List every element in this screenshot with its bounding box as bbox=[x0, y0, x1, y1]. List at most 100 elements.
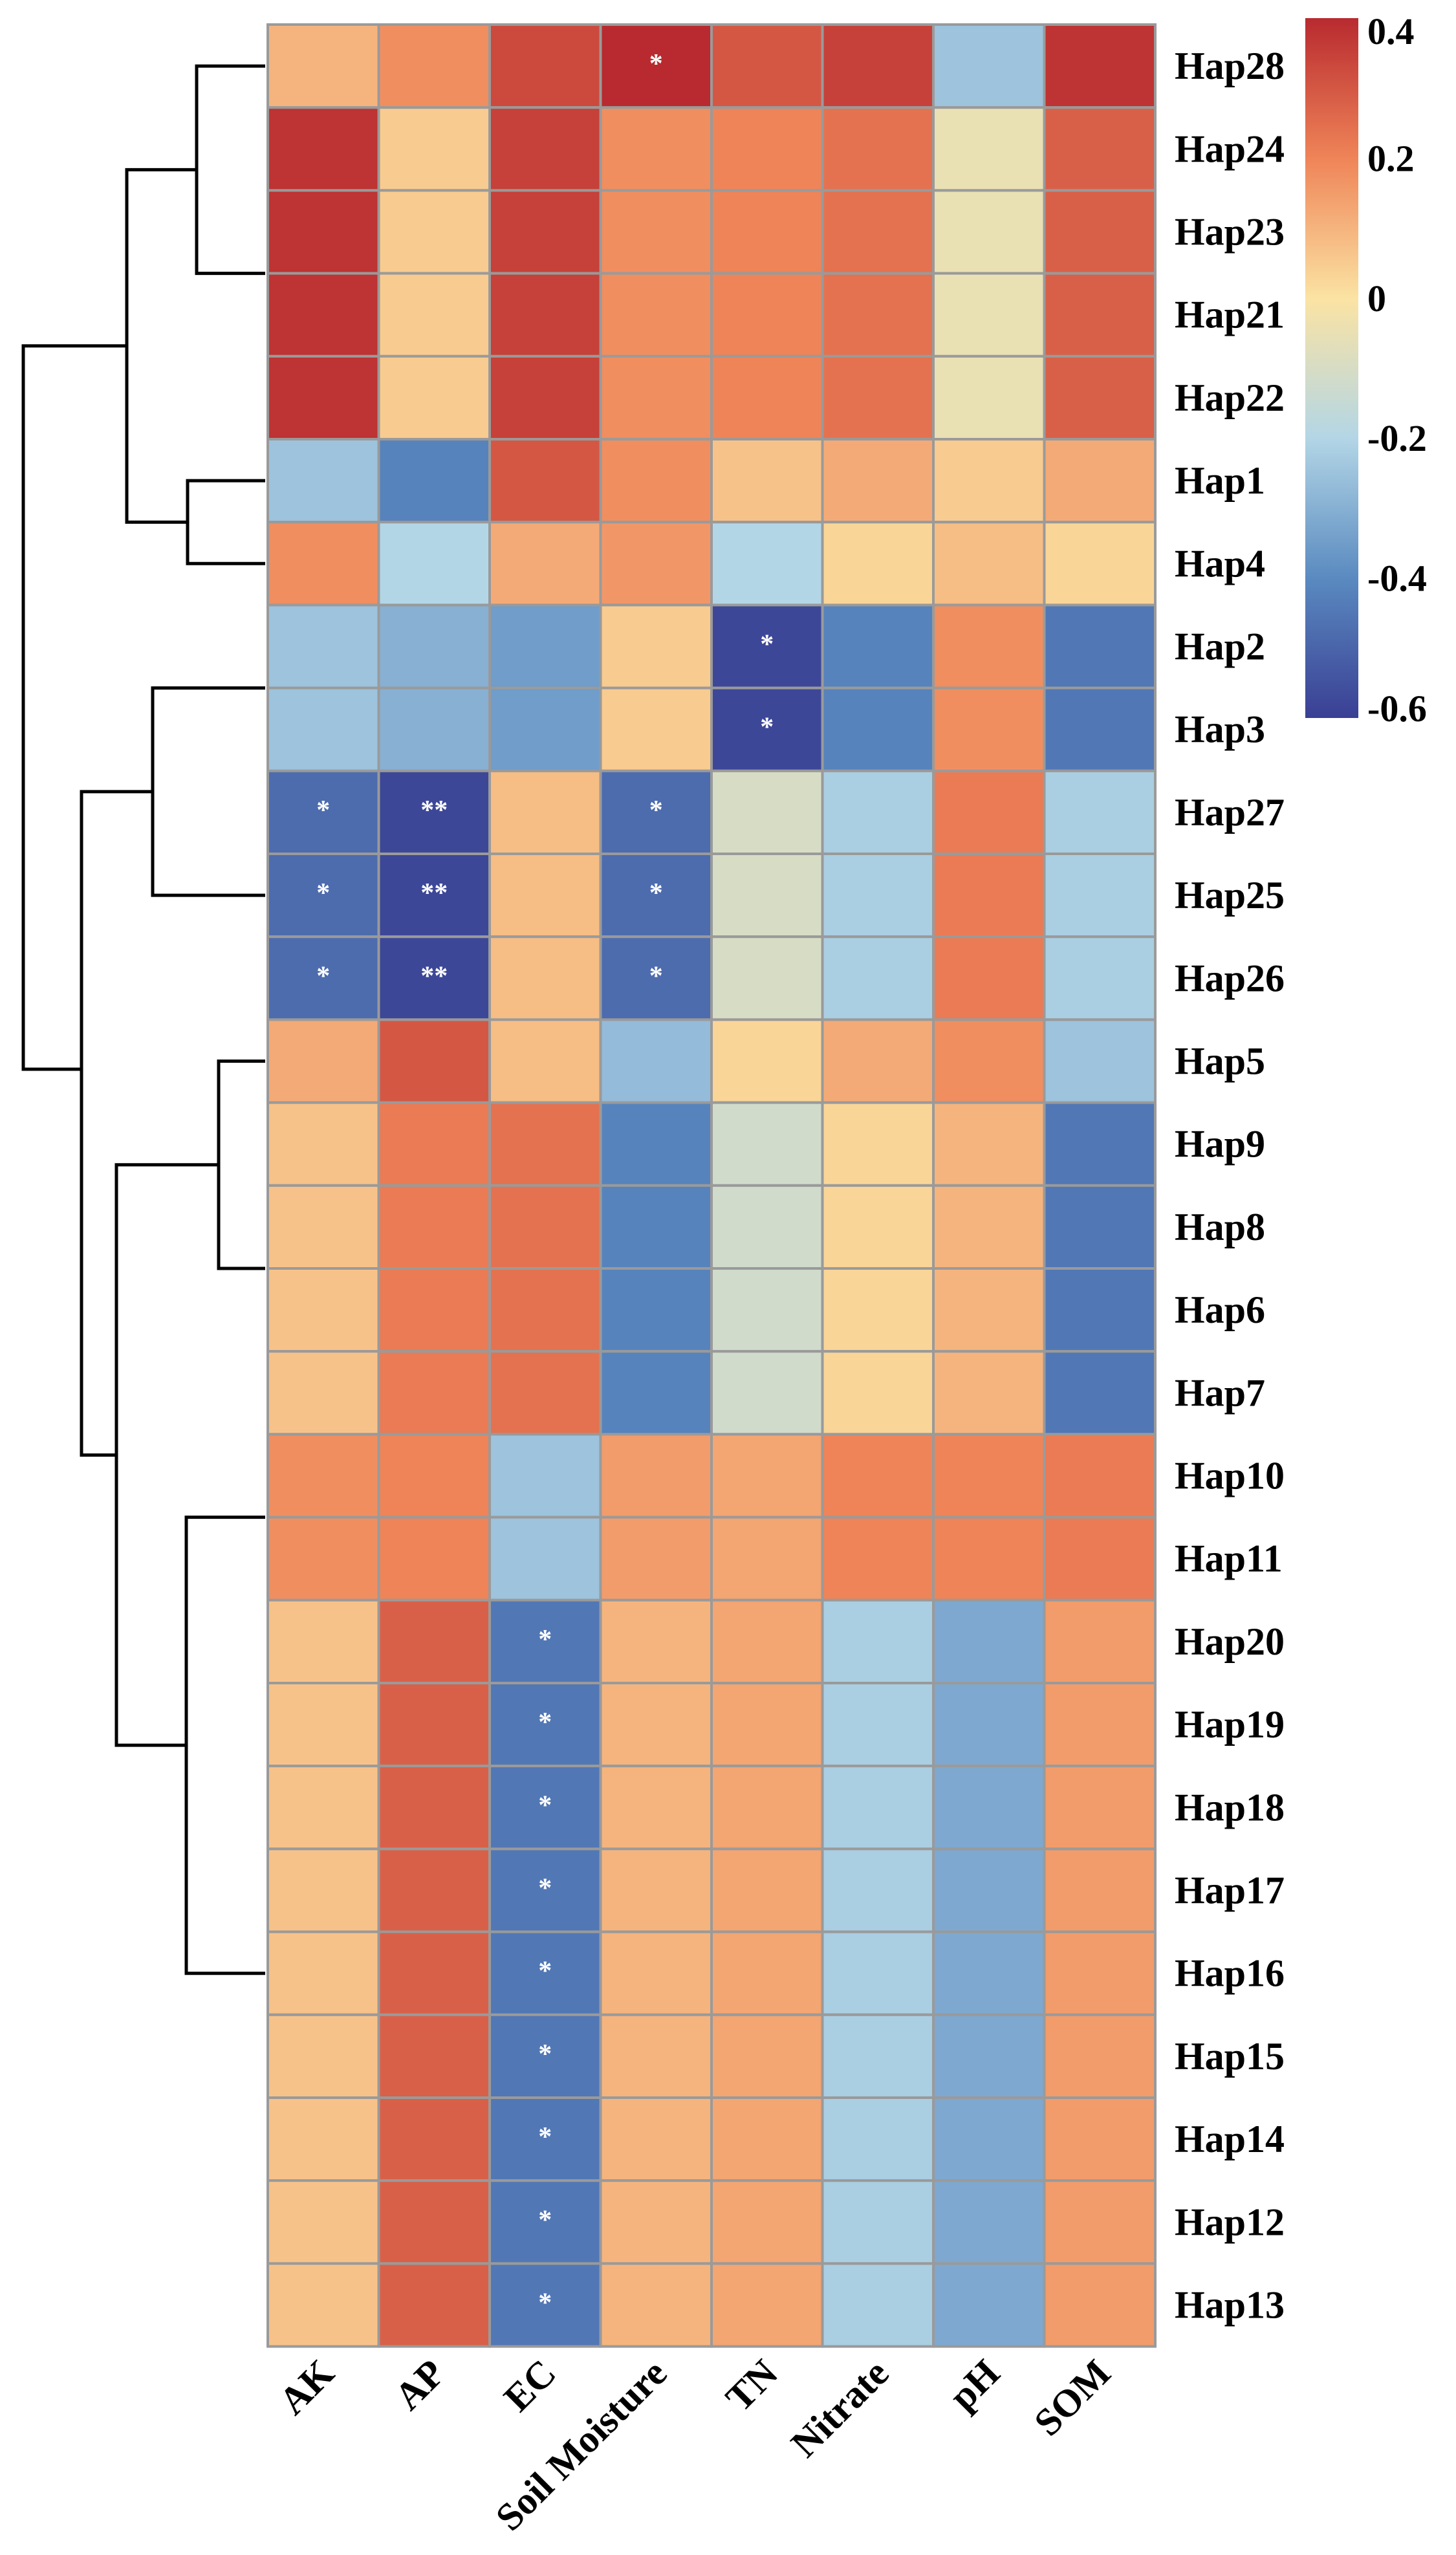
dendrogram-branch bbox=[186, 479, 265, 565]
column-label: pH bbox=[941, 2351, 1008, 2418]
row-label: Hap20 bbox=[1175, 1620, 1285, 1663]
heatmap-cell bbox=[266, 1516, 380, 1602]
heatmap-cell bbox=[932, 853, 1046, 939]
heatmap-cell bbox=[710, 853, 824, 939]
heatmap-cell bbox=[266, 1765, 380, 1851]
heatmap-cell bbox=[488, 272, 602, 358]
heatmap-cell bbox=[710, 23, 824, 109]
heatmap-cell bbox=[266, 1018, 380, 1104]
row-label: Hap10 bbox=[1175, 1455, 1285, 1497]
heatmap-cell bbox=[821, 1847, 935, 1933]
heatmap-cell bbox=[821, 603, 935, 690]
heatmap-cell bbox=[1043, 1267, 1157, 1353]
heatmap-cell bbox=[266, 438, 380, 524]
heatmap-cell bbox=[266, 106, 380, 192]
heatmap-cell bbox=[377, 686, 491, 772]
heatmap-cell bbox=[377, 2179, 491, 2265]
heatmap-cell bbox=[377, 1516, 491, 1602]
heatmap-cell bbox=[821, 354, 935, 440]
heatmap-cell bbox=[932, 521, 1046, 607]
heatmap-cell bbox=[932, 354, 1046, 440]
heatmap-cell bbox=[599, 1018, 713, 1104]
heatmap-cell bbox=[488, 1682, 602, 1768]
heatmap-cell bbox=[266, 1267, 380, 1353]
heatmap-cell bbox=[1043, 438, 1157, 524]
heatmap-cell bbox=[710, 769, 824, 856]
heatmap-cell bbox=[599, 189, 713, 275]
heatmap-cell bbox=[1043, 1516, 1157, 1602]
heatmap-cell bbox=[377, 1184, 491, 1270]
heatmap-cell bbox=[488, 354, 602, 440]
heatmap-cell bbox=[1043, 1018, 1157, 1104]
heatmap-cell bbox=[1043, 1930, 1157, 2016]
heatmap-cell bbox=[377, 272, 491, 358]
row-label: Hap2 bbox=[1175, 625, 1265, 668]
heatmap-cell bbox=[932, 1267, 1046, 1353]
dendrogram-branch bbox=[114, 1163, 219, 1747]
heatmap-cell bbox=[266, 2096, 380, 2182]
heatmap-cell bbox=[1043, 521, 1157, 607]
row-label: Hap16 bbox=[1175, 1952, 1285, 1995]
heatmap-cell bbox=[488, 2096, 602, 2182]
heatmap-cell bbox=[821, 1765, 935, 1851]
significance-mark: * bbox=[649, 961, 663, 991]
heatmap-cell bbox=[599, 2096, 713, 2182]
heatmap-cell bbox=[266, 935, 380, 1021]
significance-mark: * bbox=[538, 1957, 552, 1986]
heatmap-cell bbox=[710, 2013, 824, 2100]
legend-tick-label: 0.2 bbox=[1367, 137, 1415, 179]
legend-tick-label: 0 bbox=[1367, 277, 1386, 320]
heatmap-cell bbox=[599, 2013, 713, 2100]
heatmap-cell bbox=[488, 1765, 602, 1851]
heatmap-cell bbox=[932, 1765, 1046, 1851]
heatmap-cell bbox=[932, 1930, 1046, 2016]
significance-mark: * bbox=[649, 796, 663, 825]
dendrogram-branch bbox=[195, 64, 265, 276]
heatmap-cell bbox=[1043, 769, 1157, 856]
row-label: Hap24 bbox=[1175, 127, 1285, 170]
heatmap-cell bbox=[1043, 23, 1157, 109]
heatmap-cell bbox=[932, 189, 1046, 275]
heatmap-cell bbox=[266, 1101, 380, 1187]
legend-tick-label: -0.6 bbox=[1367, 688, 1427, 730]
heatmap-cell bbox=[266, 2262, 380, 2348]
row-label: Hap7 bbox=[1175, 1371, 1265, 1414]
heatmap-cell bbox=[1043, 603, 1157, 690]
heatmap-cell bbox=[710, 1433, 824, 1519]
significance-mark: * bbox=[538, 2205, 552, 2235]
heatmap-cell bbox=[1043, 1847, 1157, 1933]
heatmap-cell bbox=[488, 603, 602, 690]
column-label: EC bbox=[495, 2351, 564, 2420]
heatmap-cell bbox=[599, 1184, 713, 1270]
heatmap-cell bbox=[488, 769, 602, 856]
heatmap-cell bbox=[599, 1765, 713, 1851]
heatmap-cell bbox=[599, 1682, 713, 1768]
heatmap-cell bbox=[488, 1598, 602, 1685]
column-label: TN bbox=[717, 2351, 786, 2420]
heatmap-cell bbox=[932, 1598, 1046, 1685]
heatmap-cell bbox=[1043, 272, 1157, 358]
heatmap-cell bbox=[932, 438, 1046, 524]
color-legend: 0.4 0.2 0 -0.2 -0.4 -0.6 bbox=[1305, 10, 1427, 730]
heatmap-cell bbox=[821, 2013, 935, 2100]
heatmap-cell bbox=[488, 189, 602, 275]
significance-mark: ** bbox=[420, 961, 448, 991]
heatmap-cell bbox=[266, 1350, 380, 1436]
heatmap-cell bbox=[710, 2096, 824, 2182]
heatmap-cell bbox=[266, 2179, 380, 2265]
heatmap-cell bbox=[710, 603, 824, 690]
significance-mark: * bbox=[538, 2122, 552, 2152]
heatmap-cell bbox=[1043, 1765, 1157, 1851]
heatmap-cell bbox=[821, 1101, 935, 1187]
heatmap-cell bbox=[710, 1018, 824, 1104]
heatmap-cell bbox=[599, 1267, 713, 1353]
heatmap-cell bbox=[710, 521, 824, 607]
row-dendrogram bbox=[21, 64, 265, 1975]
heatmap-cell bbox=[599, 1598, 713, 1685]
heatmap-cell bbox=[710, 2262, 824, 2348]
heatmap-cell bbox=[488, 1433, 602, 1519]
heatmap-cell bbox=[1043, 935, 1157, 1021]
significance-mark: * bbox=[538, 1874, 552, 1904]
